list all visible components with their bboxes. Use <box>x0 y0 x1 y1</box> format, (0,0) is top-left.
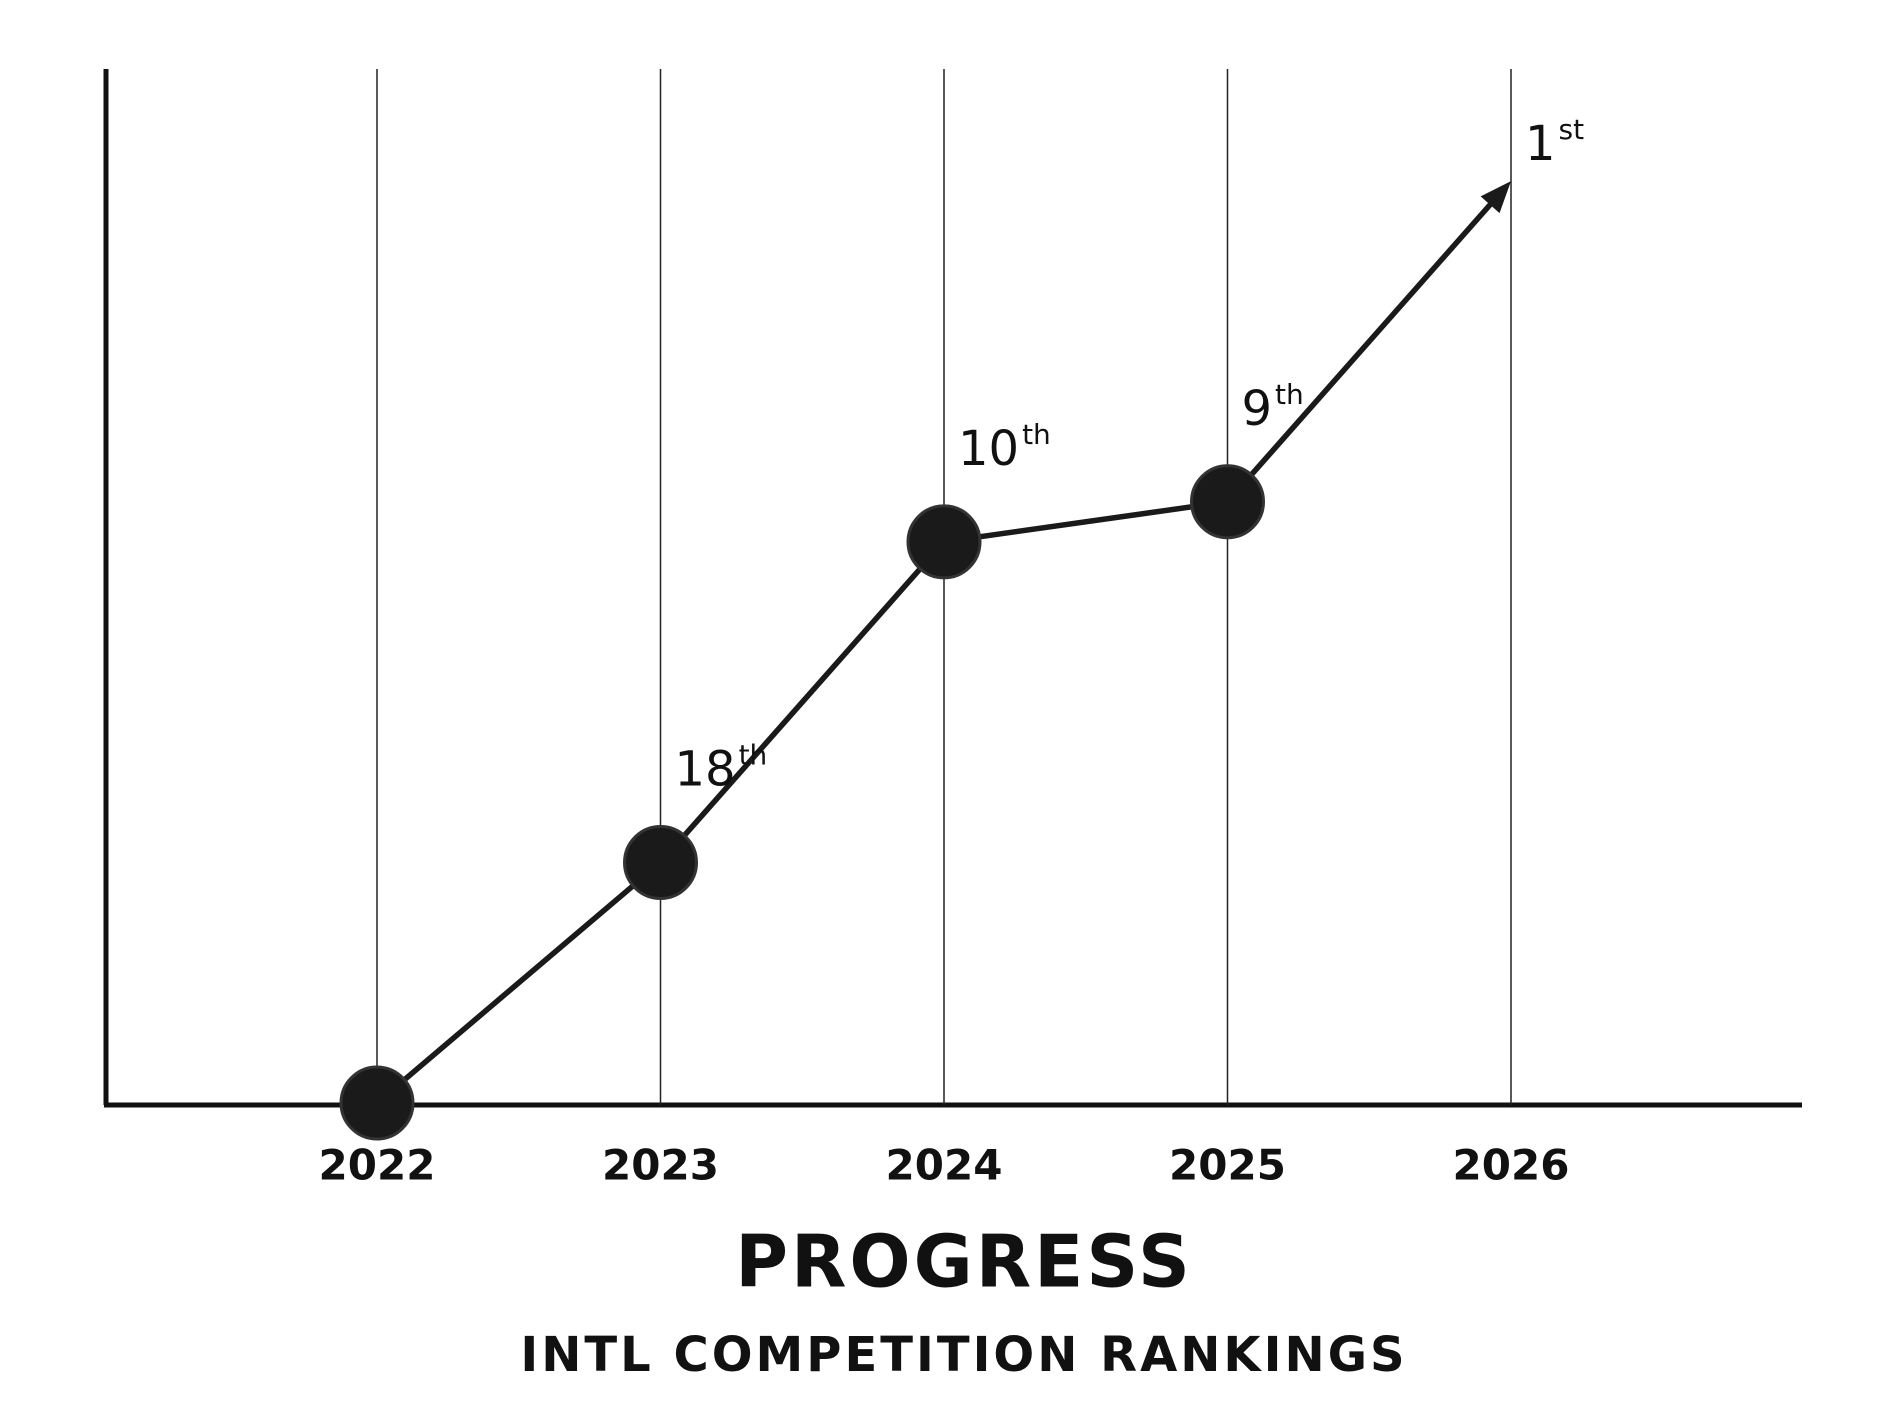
point <box>1190 464 1265 540</box>
point <box>339 1065 415 1141</box>
arrow-head <box>1480 181 1511 214</box>
x-tick-label: 2023 <box>602 1141 719 1190</box>
chart-subtitle: INTL COMPETITION RANKINGS <box>520 1327 1407 1383</box>
x-tick-label: 2026 <box>1453 1141 1570 1190</box>
chart-title: PROGRESS <box>735 1220 1193 1304</box>
point <box>623 825 698 900</box>
x-tick-label: 2024 <box>886 1141 1003 1190</box>
x-tick-label: 2022 <box>319 1141 436 1190</box>
x-tick-label: 2025 <box>1169 1141 1286 1190</box>
point <box>906 504 982 580</box>
line <box>375 199 1496 1106</box>
